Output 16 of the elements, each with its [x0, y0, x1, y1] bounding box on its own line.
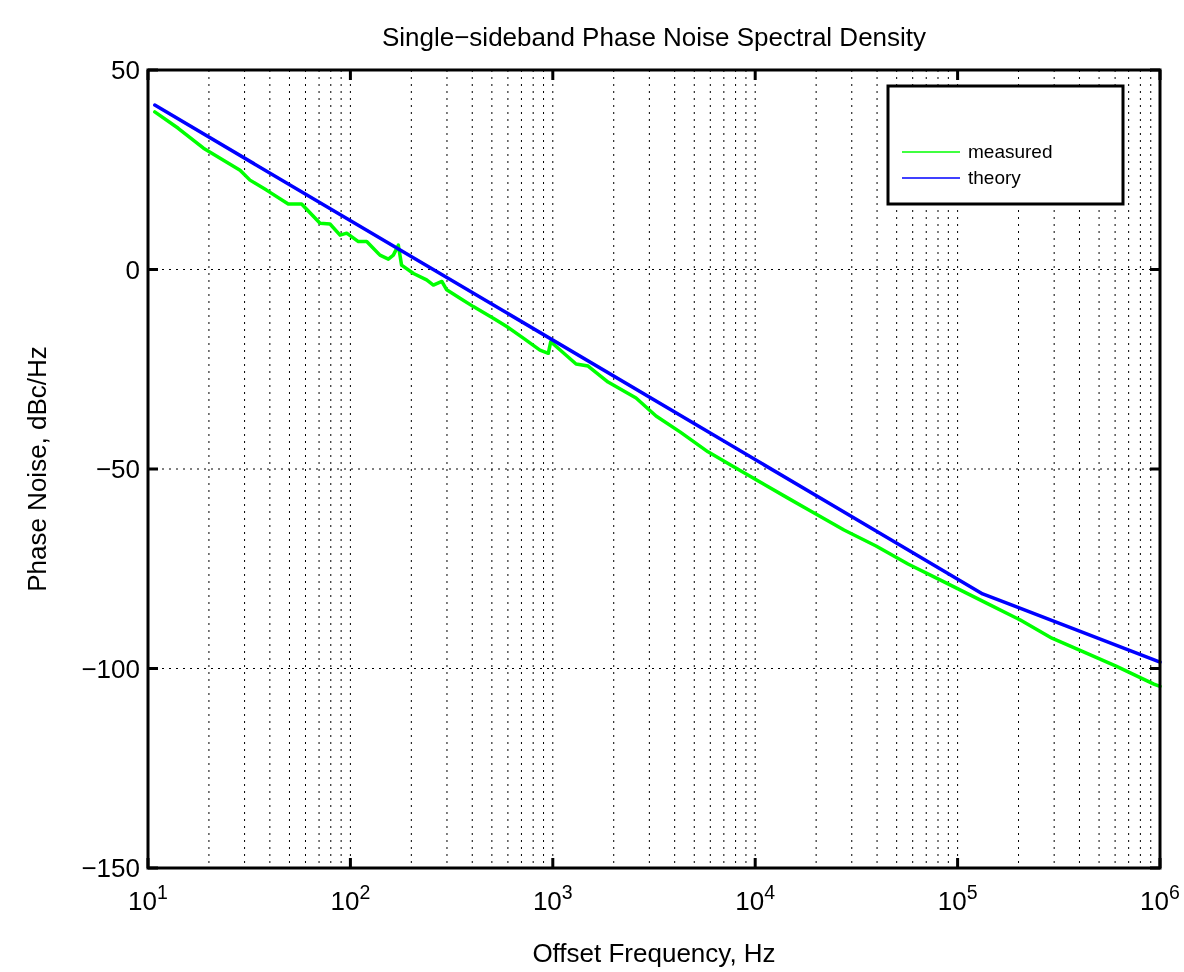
x-tick-label: 10$^{6}$ — [1140, 881, 1180, 916]
x-tick-label: 10$^{5}$ — [937, 881, 978, 916]
y-tick-label: 50 — [111, 55, 140, 85]
y-axis-title: Phase Noise, dBc/Hz — [22, 346, 52, 592]
x-tick-label: 10$^{2}$ — [330, 881, 371, 916]
y-tick-label: −100 — [81, 653, 140, 684]
x-tick-label: 10$^{3}$ — [532, 881, 573, 916]
legend-label: theory — [968, 167, 1022, 188]
y-tick-label: −150 — [81, 853, 140, 883]
y-tick-label: 0 — [125, 254, 140, 285]
x-tick-label: 10$^{4}$ — [735, 881, 776, 916]
y-tick-label: −50 — [95, 454, 140, 484]
chart-title: Single−sideband Phase Noise Spectral Density — [381, 22, 927, 52]
legend-label: measured — [968, 141, 1053, 162]
x-tick-label: 10$^{1}$ — [128, 881, 168, 916]
x-axis-title: Offset Frequency, Hz — [532, 938, 776, 968]
